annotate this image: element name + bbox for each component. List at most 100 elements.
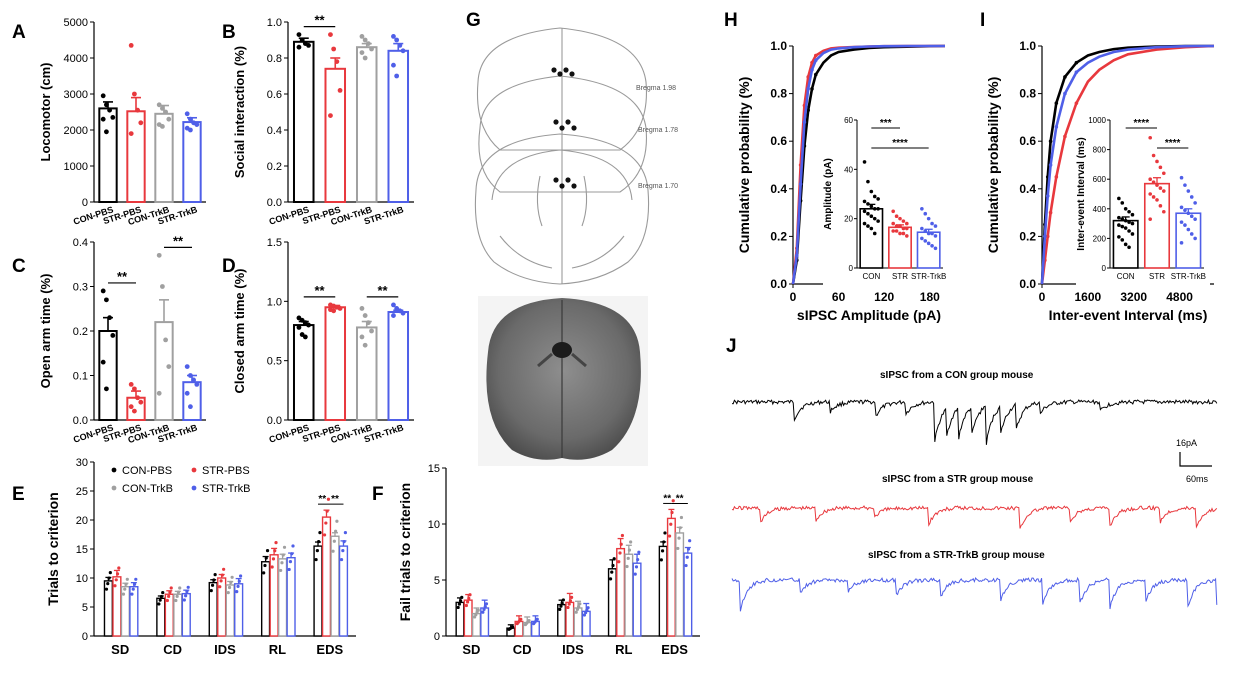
data-point	[104, 386, 109, 392]
data-point	[212, 578, 216, 582]
cdf-line	[1040, 44, 1215, 285]
trace-scale-y: 16pA	[1176, 438, 1197, 448]
data-point	[138, 399, 144, 405]
cdf-marker	[806, 87, 810, 91]
data-point	[610, 570, 614, 574]
data-point	[685, 555, 689, 559]
atlas-ventricle-left	[536, 175, 543, 227]
data-point	[343, 531, 348, 535]
inset-data-point	[872, 231, 877, 236]
inset-data-point	[876, 197, 880, 201]
inset-data-point	[905, 234, 909, 238]
cdf-marker	[814, 53, 818, 58]
inset-data-point	[1127, 229, 1131, 233]
data-point	[163, 109, 169, 115]
data-point	[476, 608, 480, 612]
significance-label: **	[676, 493, 684, 504]
data-point	[669, 522, 673, 526]
bar	[292, 40, 315, 203]
data-point	[281, 553, 285, 557]
data-point	[679, 515, 684, 520]
data-point	[110, 333, 116, 338]
inset-data-point	[1127, 209, 1131, 214]
data-point	[123, 587, 127, 591]
inset-data-point	[1155, 183, 1159, 187]
data-point	[227, 585, 232, 590]
data-point	[617, 560, 621, 564]
panel-label-i: I	[980, 10, 985, 31]
inset-data-point	[920, 226, 924, 231]
inset-data-point	[1186, 227, 1191, 232]
legend-marker	[191, 485, 197, 491]
y-tick-label: 0.6	[770, 134, 787, 148]
cdf-marker	[1048, 139, 1053, 143]
data-point	[131, 587, 135, 591]
data-point	[618, 551, 622, 555]
panel-label-j: J	[726, 336, 737, 357]
data-point	[582, 613, 587, 617]
inset-data-point	[1120, 217, 1125, 221]
data-point	[620, 533, 625, 538]
x-tick-label: CD	[513, 642, 532, 657]
data-point	[229, 580, 233, 585]
data-point	[341, 548, 345, 553]
inset-data-point	[1179, 205, 1184, 210]
inset-data-point	[866, 224, 870, 228]
data-point	[627, 548, 632, 552]
x-tick-label: EDS	[661, 642, 688, 657]
y-tick-label: 20	[76, 515, 88, 527]
data-point	[560, 601, 564, 605]
data-point	[128, 404, 134, 410]
data-point	[322, 533, 327, 537]
inset-data-point	[1117, 196, 1121, 201]
data-point	[188, 404, 193, 410]
data-point	[302, 334, 308, 340]
inset-data-point	[1117, 215, 1121, 220]
data-point	[318, 531, 322, 535]
data-point	[629, 540, 633, 544]
cdf-marker	[1043, 234, 1047, 239]
data-point	[394, 73, 400, 79]
inset-data-point	[1155, 159, 1159, 164]
y-tick-label: 0.4	[73, 237, 88, 249]
data-point	[328, 32, 333, 37]
inset-data-point	[1151, 153, 1156, 158]
y-tick-label: 0	[82, 631, 88, 643]
legend-marker	[191, 467, 197, 473]
y-tick-label: 0.3	[73, 282, 88, 294]
inset-data-point	[869, 226, 874, 231]
bar	[98, 107, 118, 203]
x-tick-label: 0	[790, 290, 797, 304]
data-point	[397, 43, 403, 48]
data-point	[634, 565, 639, 569]
inset-significance-label: ***	[880, 118, 892, 129]
cdf-marker	[1063, 75, 1067, 79]
inset-x-tick-label: STR	[1149, 272, 1165, 281]
inset-data-point	[1183, 208, 1187, 213]
inset-data-point	[866, 211, 870, 216]
y-tick-label: 0.6	[1019, 134, 1036, 148]
y-tick-label: 0.5	[267, 356, 282, 368]
data-point	[567, 602, 571, 606]
bar	[324, 67, 347, 203]
inset-data-point	[1158, 204, 1163, 208]
inset-data-point	[869, 189, 874, 194]
y-axis-label: Closed arm time (%)	[232, 269, 247, 394]
data-point	[391, 62, 396, 68]
inset-data-point	[901, 231, 906, 236]
inset-x-tick-label: STR-TrkB	[911, 272, 946, 281]
inset-data-point	[891, 229, 895, 233]
data-point	[362, 313, 368, 318]
inset-data-point	[866, 202, 870, 206]
inset-data-point	[1193, 236, 1197, 241]
inset-data-point	[1130, 212, 1135, 217]
data-point	[194, 122, 200, 127]
inset-data-point	[872, 216, 877, 221]
y-tick-label: 5	[82, 602, 88, 614]
data-point	[306, 322, 311, 328]
y-tick-label: 0.8	[770, 87, 787, 101]
cdf-marker	[1045, 194, 1050, 198]
cannula-mark	[563, 67, 569, 73]
inset-data-point	[905, 221, 909, 226]
x-tick-label: 4800	[1166, 290, 1193, 304]
